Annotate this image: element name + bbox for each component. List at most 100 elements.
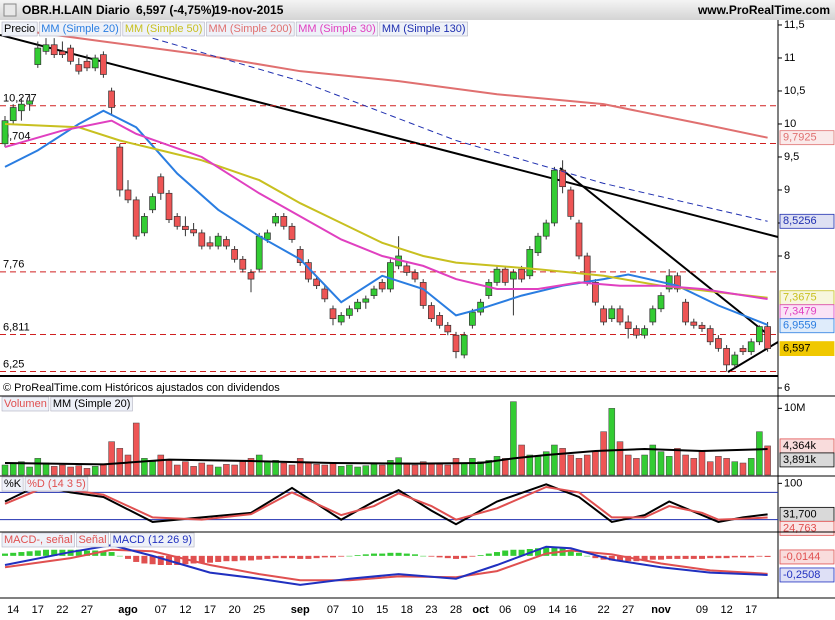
volume-bar <box>75 465 83 476</box>
volume-bar <box>42 462 50 476</box>
macd-histogram-bar <box>625 555 632 562</box>
candle-body <box>18 103 25 112</box>
candle-body <box>190 229 197 234</box>
candle-body <box>288 225 296 240</box>
volume-bar <box>321 464 329 476</box>
volume-bar <box>34 458 42 476</box>
macd-histogram-bar <box>502 550 509 556</box>
x-tick-label: 27 <box>81 604 93 616</box>
candle-body <box>264 232 271 240</box>
volume-bar <box>723 458 730 476</box>
candle-body <box>91 57 99 69</box>
volume-bar <box>264 461 271 476</box>
legend-box <box>1 396 50 412</box>
candle-body <box>616 308 624 323</box>
macd-histogram-bar <box>207 555 213 563</box>
volume-bar <box>182 461 189 476</box>
candle-body <box>157 176 165 194</box>
volume-bar <box>715 456 722 476</box>
candle-body <box>198 232 206 247</box>
volume-bar <box>395 457 402 476</box>
volume-bar <box>206 464 214 476</box>
macd-histogram-bar <box>100 551 107 556</box>
x-tick-label: 09 <box>524 604 536 616</box>
indicator-line <box>152 37 768 222</box>
legend-label: %D (14 3 5) <box>27 478 86 490</box>
candle-body <box>518 268 525 280</box>
volume-bar <box>452 458 460 476</box>
macd-histogram-bar <box>764 555 771 557</box>
x-tick-label: 27 <box>622 604 634 616</box>
candle-body <box>223 239 230 247</box>
level-label: 6,25 <box>3 358 24 370</box>
candle-body <box>583 255 591 283</box>
macd-histogram-bar <box>690 555 697 559</box>
macd-histogram-bar <box>715 555 722 559</box>
candle-body <box>329 308 337 320</box>
value-badge-label: 9,7925 <box>783 132 817 144</box>
volume-bar <box>354 466 361 476</box>
volume-bar <box>59 464 66 476</box>
x-tick-label: 28 <box>450 604 462 616</box>
macd-histogram-bar <box>198 555 205 564</box>
volume-bar <box>739 462 747 476</box>
x-tick-label: 17 <box>32 604 44 616</box>
candle-body <box>354 301 361 310</box>
legend-box <box>50 396 133 412</box>
candle-body <box>313 278 320 287</box>
y-tick-label: 11 <box>784 52 795 64</box>
macd-histogram-bar <box>289 555 295 559</box>
macd-histogram-bar <box>321 555 328 558</box>
volume-bar <box>616 441 624 476</box>
macd-histogram-bar <box>330 555 336 558</box>
legend-label: MM (Simple 130) <box>382 23 466 35</box>
volume-bar <box>239 461 247 476</box>
volume-bar <box>346 464 353 476</box>
candle-body <box>526 249 534 277</box>
macd-histogram-bar <box>2 553 8 556</box>
last-price: 6,597 (-4,75%) <box>136 3 215 17</box>
value-badge <box>779 318 835 334</box>
macd-histogram-bar <box>305 555 312 559</box>
y-tick-label: 100 <box>784 477 802 489</box>
macd-histogram-bar <box>223 555 230 562</box>
volume-bar <box>477 461 484 476</box>
macd-histogram-bar <box>699 555 705 559</box>
macd-histogram-bar <box>403 553 410 556</box>
macd-histogram-bar <box>756 555 763 557</box>
macd-histogram-bar <box>748 555 755 558</box>
candle-body <box>706 328 714 343</box>
volume-bar <box>592 451 599 476</box>
macd-histogram-bar <box>75 549 82 556</box>
candle-body <box>280 216 288 227</box>
candle-body <box>723 348 730 366</box>
legend-box <box>1 532 75 548</box>
x-tick-label: 09 <box>696 604 708 616</box>
volume-bar <box>698 451 706 476</box>
volume-bar <box>305 462 312 476</box>
y-tick-label: 9 <box>784 184 790 196</box>
macd-histogram-bar <box>313 555 320 559</box>
legend-label: MM (Simple 20) <box>41 23 119 35</box>
x-tick-label: 25 <box>253 604 265 616</box>
legend-box <box>38 21 122 37</box>
candle-body <box>624 321 632 329</box>
candle-body <box>247 272 255 280</box>
candle-body <box>214 235 222 247</box>
macd-histogram-bar <box>453 555 459 559</box>
value-badge-label: 4,364k <box>783 440 817 452</box>
value-badge-fill <box>780 290 834 305</box>
indicator-line <box>4 27 768 139</box>
candle-body <box>715 338 722 349</box>
volume-bar <box>690 458 698 476</box>
value-badge-label: 6,597 <box>783 343 811 355</box>
volume-bar <box>551 444 558 476</box>
candle-body <box>26 100 33 105</box>
value-badge-fill <box>780 130 834 145</box>
value-badge-fill <box>780 567 834 582</box>
candle-body <box>411 272 419 280</box>
volume-bar <box>731 461 739 476</box>
macd-histogram-bar <box>592 555 599 559</box>
candle-body <box>83 60 91 69</box>
legend-label: MM (Simple 20) <box>53 398 131 410</box>
